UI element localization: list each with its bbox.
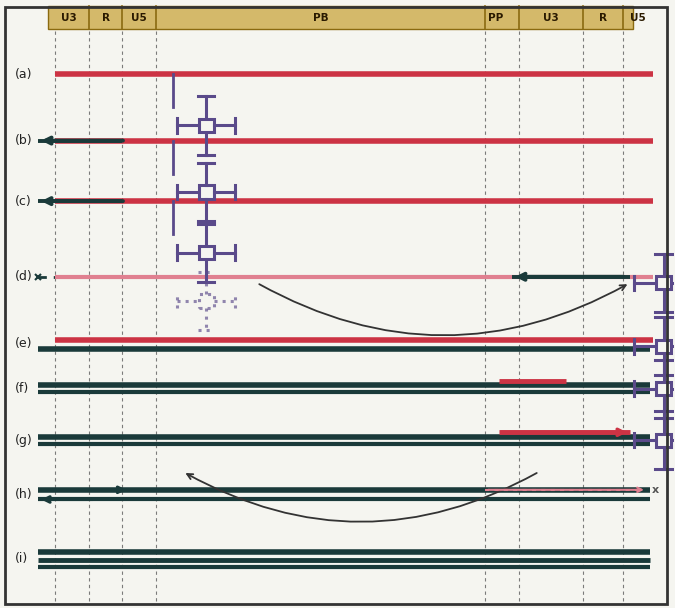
Bar <box>199 119 214 132</box>
Text: (g): (g) <box>15 434 32 447</box>
Text: (c): (c) <box>15 195 32 207</box>
FancyBboxPatch shape <box>49 5 633 29</box>
Bar <box>199 294 214 308</box>
Bar <box>656 340 671 353</box>
Bar <box>656 434 671 447</box>
Bar <box>199 246 214 259</box>
Text: PP: PP <box>488 13 503 23</box>
Text: U3: U3 <box>61 13 76 23</box>
Text: U5: U5 <box>630 13 646 23</box>
Text: x: x <box>652 485 659 495</box>
Text: (h): (h) <box>15 488 32 501</box>
Text: (e): (e) <box>15 337 32 350</box>
Text: R: R <box>599 13 607 23</box>
Bar <box>656 276 671 289</box>
Text: U3: U3 <box>543 13 559 23</box>
Text: U5: U5 <box>132 13 147 23</box>
Text: (d): (d) <box>15 271 32 283</box>
Bar <box>656 382 671 395</box>
Text: (i): (i) <box>15 551 28 565</box>
Text: PB: PB <box>313 13 329 23</box>
Text: (b): (b) <box>15 134 32 147</box>
Text: R: R <box>101 13 109 23</box>
Text: (a): (a) <box>15 67 32 80</box>
Bar <box>199 185 214 199</box>
Text: (f): (f) <box>15 382 29 395</box>
